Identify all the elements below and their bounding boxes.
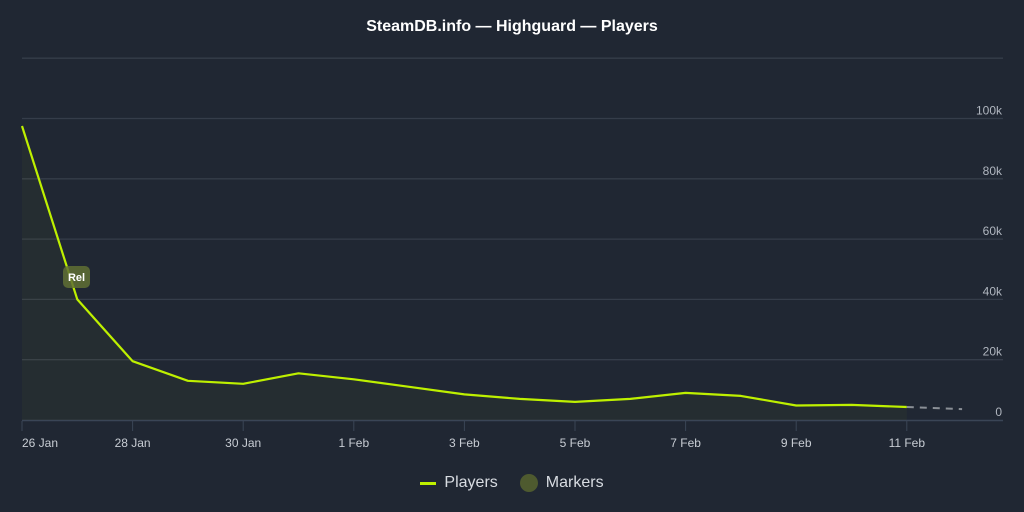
y-tick-label: 60k — [983, 224, 1003, 238]
x-tick-label: 9 Feb — [781, 436, 812, 450]
release-marker[interactable]: Rel — [63, 266, 90, 288]
players-line-swatch-icon — [420, 481, 437, 485]
legend: Players Markers — [0, 474, 1024, 492]
x-tick-label: 7 Feb — [670, 436, 701, 450]
y-tick-label: 0 — [995, 405, 1002, 419]
x-tick-label: 28 Jan — [115, 436, 151, 450]
legend-players[interactable]: Players — [420, 474, 498, 492]
y-tick-label: 80k — [983, 164, 1003, 178]
players-area — [22, 126, 907, 420]
y-tick-label: 20k — [983, 345, 1003, 359]
legend-markers[interactable]: Markers — [519, 474, 604, 492]
players-line — [20, 125, 907, 409]
markers-dot-swatch-icon — [519, 474, 538, 492]
y-axis-labels: 0 20k 40k 60k 80k 100k — [976, 104, 1003, 420]
x-tick-label: 5 Feb — [560, 436, 591, 450]
y-tick-label: 40k — [983, 284, 1003, 298]
marker-label: Rel — [68, 272, 85, 284]
y-tick-label: 100k — [976, 104, 1003, 118]
x-tick-label: 30 Jan — [225, 436, 261, 450]
x-tick-label: 1 Feb — [338, 436, 369, 450]
x-tick-label: 26 Jan — [22, 436, 58, 450]
players-incomplete-segment — [906, 406, 963, 411]
x-tick-label: 3 Feb — [449, 436, 480, 450]
grid-lines — [22, 57, 1003, 361]
chart-title: SteamDB.info — Highguard — Players — [366, 18, 658, 35]
x-tick-label: 11 Feb — [889, 436, 926, 450]
x-axis: 26 Jan 28 Jan 30 Jan 1 Feb 3 Feb 5 Feb 7 Feb 9 … — [21, 419, 1003, 450]
